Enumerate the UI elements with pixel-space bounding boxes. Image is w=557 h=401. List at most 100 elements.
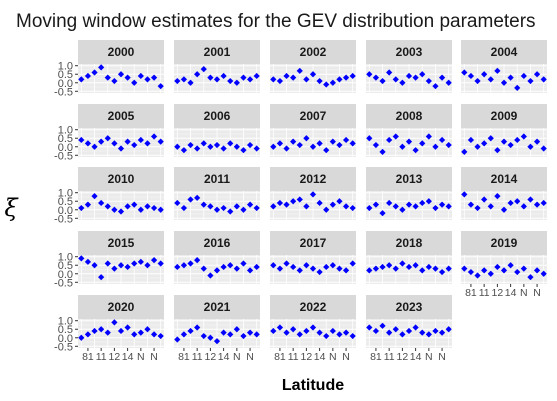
- data-point: [144, 76, 151, 83]
- x-tick-label: 12: [492, 287, 504, 299]
- data-point: [137, 206, 144, 213]
- data-point: [144, 262, 151, 269]
- facet-strip-label: 2000: [108, 45, 135, 59]
- data-point: [174, 336, 181, 343]
- facet-strip-label: 2011: [204, 172, 230, 186]
- facet-strip: [174, 40, 260, 64]
- data-point: [150, 331, 158, 338]
- data-point: [533, 71, 541, 78]
- x-tick-label: N: [342, 351, 350, 363]
- data-point: [474, 272, 481, 279]
- data-point: [323, 332, 330, 340]
- data-point: [366, 135, 373, 142]
- facet-strip: [461, 40, 547, 64]
- facet-strip-label: 2023: [396, 300, 423, 314]
- x-tick-label: 12: [397, 351, 409, 363]
- data-point: [432, 327, 439, 335]
- y-tick-label: 1.0: [58, 125, 73, 137]
- facet-strip: [78, 295, 164, 319]
- data-point: [412, 74, 419, 81]
- data-point: [392, 133, 399, 140]
- data-point: [527, 274, 534, 281]
- data-point: [412, 147, 419, 154]
- data-point: [111, 77, 118, 85]
- data-point: [487, 76, 494, 83]
- data-point: [84, 201, 92, 208]
- data-point: [303, 203, 310, 210]
- facet-2007: 2007: [270, 104, 356, 157]
- data-point: [157, 83, 164, 90]
- facet-2013: 2013: [366, 167, 452, 220]
- facet-strip: [174, 231, 260, 255]
- facet-strip-label: 2020: [108, 300, 135, 314]
- data-point: [200, 66, 207, 73]
- data-point: [157, 206, 164, 213]
- data-point: [540, 145, 547, 152]
- data-point: [187, 79, 194, 86]
- data-point: [296, 267, 303, 274]
- facet-strip-label: 2001: [204, 45, 231, 59]
- data-point: [246, 76, 254, 83]
- facet-strip: [270, 167, 356, 191]
- facet-strip: [366, 40, 452, 64]
- data-point: [98, 274, 105, 281]
- data-point: [438, 74, 446, 81]
- data-point: [336, 331, 343, 338]
- data-point: [84, 72, 92, 80]
- data-point: [78, 334, 85, 341]
- facet-strip-label: 2006: [204, 109, 231, 123]
- data-point: [481, 267, 488, 274]
- data-point: [290, 74, 297, 81]
- x-tick-label: 14: [122, 351, 134, 363]
- facet-2001: 2001: [174, 40, 260, 93]
- data-point: [379, 263, 386, 271]
- facet-strip-label: 2015: [108, 236, 135, 250]
- data-point: [329, 201, 336, 208]
- data-point: [207, 203, 214, 210]
- data-point: [207, 272, 214, 279]
- data-point: [131, 260, 138, 267]
- data-point: [124, 74, 131, 81]
- data-point: [240, 332, 247, 340]
- data-point: [399, 79, 406, 86]
- y-tick-label: -0.5: [54, 341, 73, 353]
- data-point: [187, 141, 194, 149]
- x-tick-label: 12: [301, 351, 313, 363]
- data-point: [200, 332, 207, 340]
- data-point: [91, 143, 98, 150]
- data-point: [124, 138, 131, 145]
- data-point: [349, 204, 356, 212]
- data-point: [296, 196, 303, 203]
- data-point: [432, 83, 439, 90]
- facet-strip: [270, 104, 356, 128]
- data-point: [111, 206, 118, 213]
- data-point: [213, 141, 221, 149]
- data-point: [233, 326, 240, 333]
- data-point: [336, 265, 343, 272]
- data-point: [366, 71, 373, 78]
- data-point: [174, 263, 181, 271]
- data-point: [349, 332, 356, 340]
- data-point: [309, 191, 317, 198]
- data-point: [500, 267, 508, 274]
- data-point: [349, 260, 356, 267]
- facet-strip: [174, 295, 260, 319]
- data-point: [144, 203, 151, 210]
- x-tick-label: 11: [288, 351, 299, 363]
- data-point: [392, 265, 399, 272]
- facet-strip-label: 2003: [396, 45, 423, 59]
- data-point: [386, 329, 393, 336]
- facet-2020: 2020-0.50.00.51.081 11 12 14 N N: [54, 295, 164, 363]
- data-point: [137, 258, 144, 265]
- data-point: [500, 138, 508, 145]
- data-point: [467, 136, 475, 144]
- data-point: [405, 201, 413, 208]
- data-point: [432, 265, 439, 272]
- data-point: [98, 199, 105, 207]
- data-point: [290, 138, 297, 145]
- x-tick-label: N: [438, 351, 446, 363]
- data-point: [309, 143, 317, 150]
- data-point: [336, 198, 343, 205]
- data-point: [507, 262, 514, 269]
- data-point: [432, 143, 439, 150]
